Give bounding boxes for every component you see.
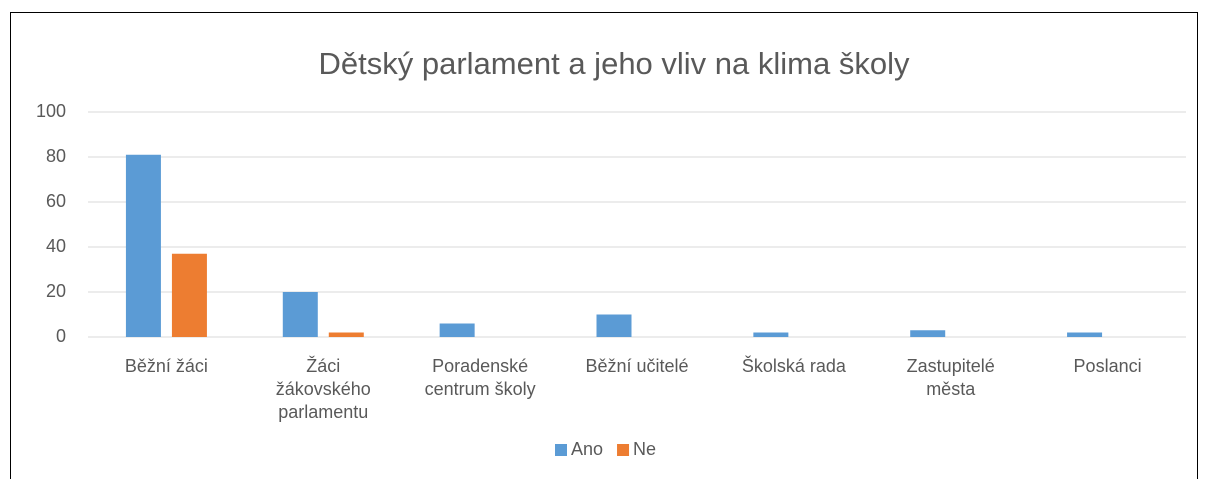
x-tick-label: Školská rada	[742, 355, 847, 376]
y-tick-label: 80	[46, 146, 66, 166]
y-tick-label: 20	[46, 281, 66, 301]
chart-border	[10, 12, 1198, 479]
y-tick-label: 0	[56, 326, 66, 346]
x-tick-label: Poradenské centrum školy	[425, 356, 536, 399]
bar	[910, 330, 946, 337]
x-tick-label: Zastupitelé města	[907, 356, 995, 399]
x-tick-label: Poslanci	[1074, 356, 1142, 376]
legend-swatch	[617, 444, 630, 456]
y-tick-label: 40	[46, 236, 66, 256]
y-tick-label: 100	[36, 101, 66, 121]
chart-title: Dětský parlament a jeho vliv na klima šk…	[319, 46, 910, 81]
bar	[328, 332, 364, 337]
legend-label: Ano	[571, 439, 603, 459]
legend-label: Ne	[633, 439, 656, 459]
bar	[282, 292, 318, 337]
legend-swatch	[555, 444, 567, 456]
bar	[1067, 332, 1103, 337]
x-tick-label: Žáci žákovského parlamentu	[276, 356, 371, 422]
bar	[753, 332, 789, 337]
x-tick-label: Běžní žáci	[125, 356, 208, 376]
bar	[171, 253, 207, 337]
bar	[439, 323, 475, 337]
x-tick-label: Běžní učitelé	[585, 356, 688, 376]
bar	[596, 314, 632, 337]
y-tick-label: 60	[46, 191, 66, 211]
bar	[125, 154, 161, 337]
